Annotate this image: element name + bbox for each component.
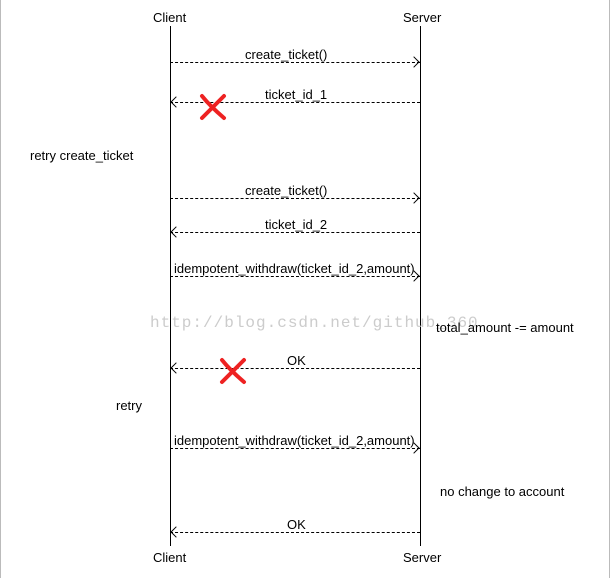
actor-client-top: Client	[153, 10, 186, 25]
side-note: retry create_ticket	[30, 148, 133, 163]
arrow-icon	[408, 56, 419, 67]
msg-label: create_ticket()	[245, 183, 327, 198]
msg-label: create_ticket()	[245, 47, 327, 62]
lifeline-server	[420, 26, 421, 546]
arrow-icon	[170, 96, 181, 107]
arrow-icon	[170, 526, 181, 537]
msg-line	[170, 532, 420, 533]
msg-label: idempotent_withdraw(ticket_id_2,amount)	[174, 261, 415, 276]
msg-line	[170, 62, 420, 63]
msg-label: ticket_id_2	[265, 217, 327, 232]
msg-line	[170, 276, 420, 277]
actor-client-bottom: Client	[153, 550, 186, 565]
msg-label: idempotent_withdraw(ticket_id_2,amount)	[174, 433, 415, 448]
msg-line	[170, 368, 420, 369]
msg-label: ticket_id_1	[265, 87, 327, 102]
actor-server-bottom: Server	[403, 550, 441, 565]
msg-line	[170, 232, 420, 233]
lifeline-client	[170, 26, 171, 546]
watermark-text: http://blog.csdn.net/github_360	[150, 314, 479, 332]
msg-line	[170, 198, 420, 199]
side-note: retry	[116, 398, 142, 413]
actor-server-top: Server	[403, 10, 441, 25]
x-mark-icon	[198, 92, 228, 122]
msg-label: OK	[287, 517, 306, 532]
arrow-icon	[170, 362, 181, 373]
side-note: total_amount -= amount	[436, 320, 574, 335]
msg-label: OK	[287, 353, 306, 368]
arrow-icon	[170, 226, 181, 237]
msg-line	[170, 448, 420, 449]
x-mark-icon	[218, 356, 248, 386]
arrow-icon	[408, 192, 419, 203]
side-note: no change to account	[440, 484, 564, 499]
